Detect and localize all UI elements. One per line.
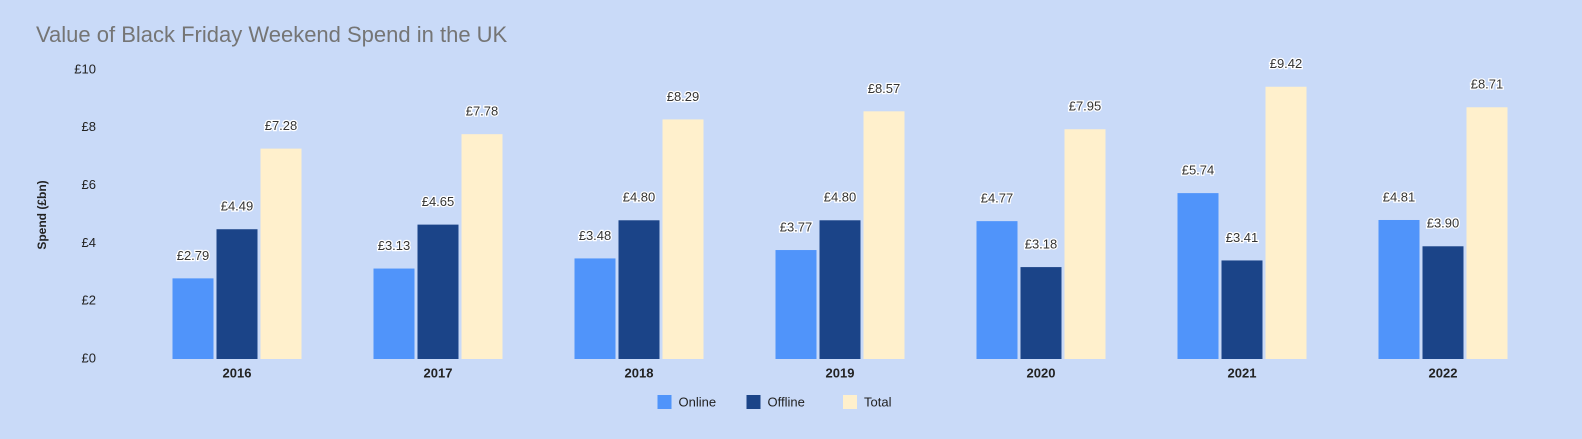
bar [1064, 129, 1106, 359]
y-tick-label: £0 [82, 350, 96, 365]
value-label: £9.42 [1270, 56, 1303, 71]
value-label: £3.18 [1025, 237, 1058, 252]
legend-label: Online [679, 394, 717, 409]
bar [417, 224, 459, 359]
x-tick-label: 2018 [625, 365, 654, 380]
bar [574, 258, 616, 359]
bar [1265, 86, 1307, 360]
value-label: £3.48 [579, 228, 612, 243]
value-label: £3.13 [378, 238, 411, 253]
value-label: £4.65 [422, 194, 455, 209]
value-label: £3.90 [1427, 216, 1460, 231]
value-label: £3.41 [1226, 230, 1259, 245]
bar [1378, 219, 1420, 359]
bar [1020, 267, 1062, 359]
legend-swatch [746, 395, 761, 409]
value-label: £7.28 [265, 118, 298, 133]
x-tick-label: 2016 [223, 365, 252, 380]
y-tick-label: £6 [82, 177, 96, 192]
value-label: £8.71 [1471, 77, 1504, 92]
value-label: £4.81 [1383, 189, 1416, 204]
bar [863, 111, 905, 360]
bar [373, 268, 415, 359]
y-tick-label: £8 [82, 119, 96, 134]
y-axis-label: Spend (£bn) [35, 180, 49, 249]
bar [216, 229, 258, 359]
value-label: £4.80 [623, 190, 656, 205]
value-label: £7.95 [1069, 99, 1102, 114]
bar [976, 221, 1018, 359]
value-label: £8.57 [868, 81, 901, 96]
bar [662, 119, 704, 359]
bar [260, 148, 302, 359]
chart-title: Value of Black Friday Weekend Spend in t… [36, 22, 508, 47]
value-label: £8.29 [667, 89, 700, 104]
legend-label: Total [864, 394, 892, 409]
bar [172, 278, 214, 359]
x-tick-label: 2017 [424, 365, 453, 380]
x-tick-label: 2019 [826, 365, 855, 380]
bar [461, 134, 503, 359]
legend-swatch [843, 395, 857, 409]
value-label: £5.74 [1182, 163, 1215, 178]
value-label: £4.49 [221, 199, 254, 214]
bar [618, 220, 660, 359]
value-label: £4.77 [981, 191, 1014, 206]
y-tick-label: £2 [82, 293, 96, 308]
bar [1177, 193, 1219, 359]
value-label: £2.79 [177, 248, 210, 263]
value-label: £7.78 [466, 104, 499, 119]
bar [1466, 107, 1508, 359]
legend-swatch [657, 395, 672, 409]
legend-label: Offline [768, 394, 805, 409]
bar [819, 220, 861, 359]
bar [1221, 260, 1263, 359]
value-label: £3.77 [780, 219, 813, 234]
value-label: £4.80 [824, 190, 857, 205]
x-tick-label: 2022 [1429, 365, 1458, 380]
bar [775, 250, 817, 359]
x-tick-label: 2021 [1228, 365, 1257, 380]
y-tick-label: £10 [74, 61, 96, 76]
x-tick-label: 2020 [1027, 365, 1056, 380]
bar [1422, 246, 1464, 359]
y-tick-label: £4 [82, 235, 96, 250]
